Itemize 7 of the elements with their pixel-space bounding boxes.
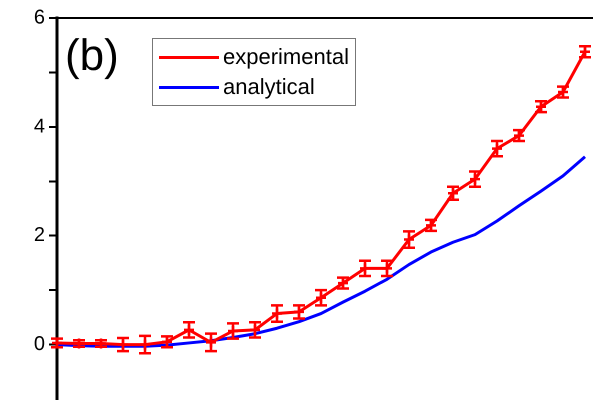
y-tick-label: 6	[34, 6, 45, 29]
annotation: (b)	[65, 31, 119, 80]
y-tick-label: 4	[34, 115, 45, 138]
legend-label: analytical	[223, 73, 315, 101]
y-tick-label: 0	[34, 333, 45, 356]
y-tick-label: 2	[34, 224, 45, 246]
legend-label: experimental	[223, 43, 349, 71]
